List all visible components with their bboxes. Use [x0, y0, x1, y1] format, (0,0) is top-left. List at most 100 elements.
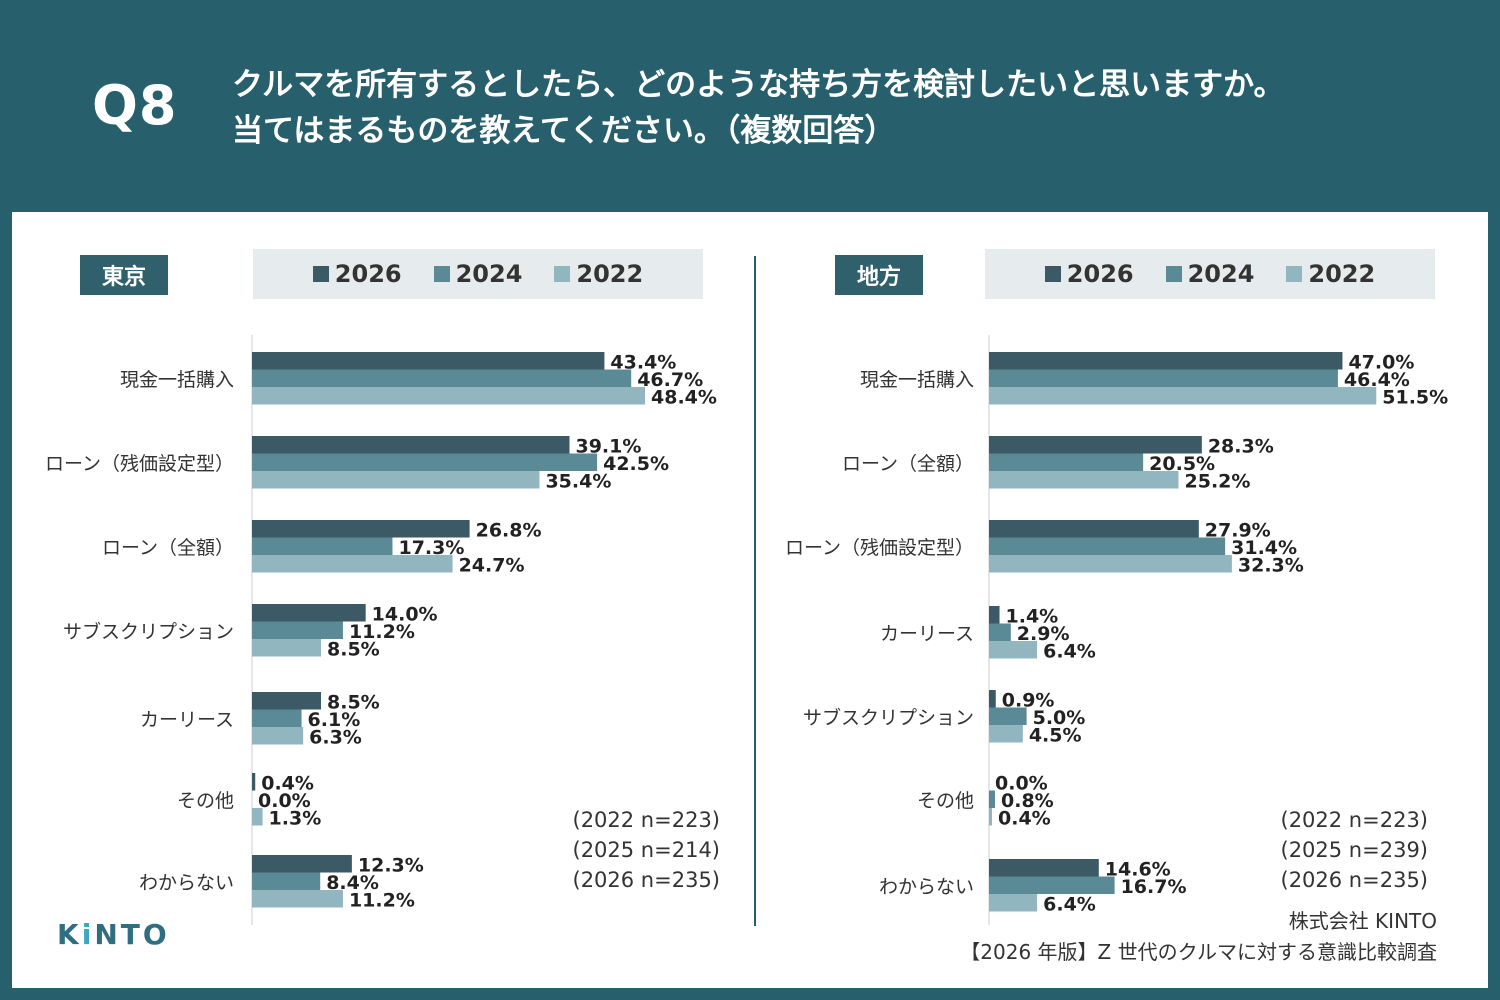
- credit: 株式会社 KINTO 【2026 年版】Z 世代のクルマに対する意識比較調査: [960, 906, 1437, 968]
- data-label: 31.4%: [1231, 537, 1297, 559]
- data-label: 4.5%: [1029, 725, 1082, 747]
- category-label: ローン（残価設定型）: [785, 537, 974, 559]
- survey-title: 【2026 年版】Z 世代のクルマに対する意識比較調査: [960, 940, 1437, 964]
- legend-item-2026: 2026: [1044, 260, 1134, 288]
- data-label: 8.5%: [327, 692, 380, 714]
- category-label: サブスクリプション: [63, 620, 234, 643]
- bar-2024: [252, 453, 598, 471]
- data-label: 0.8%: [1001, 790, 1054, 812]
- bar-2022: [989, 808, 993, 826]
- bar-2024: [989, 876, 1115, 894]
- data-label: 27.9%: [1205, 520, 1271, 542]
- legend-item-2024: 2024: [1165, 260, 1254, 288]
- bar-2026: [989, 520, 1199, 538]
- bar-2026: [252, 773, 256, 791]
- legend-regional: 2026 2024 2022: [985, 249, 1435, 299]
- data-label: 43.4%: [610, 352, 676, 374]
- bar-2026: [252, 855, 352, 873]
- bar-2024: [252, 537, 393, 555]
- data-label: 17.3%: [398, 537, 464, 559]
- data-label: 26.8%: [476, 520, 542, 542]
- data-label: 51.5%: [1382, 387, 1448, 409]
- legend-item-2024: 2024: [433, 260, 522, 288]
- bar-2026: [989, 436, 1202, 454]
- panel-divider: [754, 256, 756, 926]
- bar-2022: [989, 725, 1023, 743]
- bar-2024: [989, 707, 1027, 725]
- category-label: その他: [177, 790, 234, 812]
- bar-2024: [989, 453, 1144, 471]
- sample-note: (2022 n=223): [572, 808, 721, 832]
- bar-2026: [252, 520, 470, 538]
- data-label: 46.7%: [637, 369, 703, 391]
- data-label: 8.4%: [326, 872, 379, 894]
- question-line-1: クルマを所有するとしたら、どのような持ち方を検討したいと思いますか。: [232, 67, 1285, 103]
- bar-2026: [989, 690, 996, 708]
- data-label: 25.2%: [1185, 471, 1251, 493]
- bar-2024: [989, 790, 996, 808]
- data-label: 0.4%: [998, 808, 1051, 830]
- data-label: 6.1%: [308, 709, 361, 731]
- legend-swatch-2024: [1165, 266, 1182, 282]
- category-label: カーリース: [140, 709, 234, 731]
- bar-2026: [252, 436, 570, 454]
- data-label: 24.7%: [459, 555, 525, 577]
- legend-swatch-2022: [1286, 266, 1303, 282]
- data-label: 12.3%: [358, 855, 424, 877]
- data-label: 0.0%: [995, 773, 1048, 795]
- bar-2022: [252, 727, 304, 745]
- bar-2022: [989, 471, 1179, 489]
- category-label: サブスクリプション: [803, 706, 974, 729]
- legend-swatch-2022: [554, 266, 571, 282]
- sample-note: (2025 n=214): [572, 838, 721, 862]
- data-label: 6.4%: [1043, 641, 1096, 663]
- region-tag-tokyo: 東京: [80, 255, 168, 295]
- data-label: 0.9%: [1002, 690, 1055, 712]
- legend-swatch-2024: [433, 266, 450, 282]
- legend-tokyo: 2026 2024 2022: [253, 249, 703, 299]
- sample-note: (2026 n=235): [572, 868, 721, 892]
- question-line-2: 当てはまるものを教えてください。（複数回答）: [232, 113, 896, 149]
- category-label: ローン（全額）: [102, 537, 234, 559]
- bar-2022: [252, 555, 453, 573]
- region-tag-regional: 地方: [835, 255, 923, 295]
- bar-2024: [989, 369, 1338, 387]
- bar-2022: [989, 387, 1377, 405]
- bar-2026: [252, 352, 605, 370]
- bar-2022: [252, 890, 343, 908]
- bar-2026: [989, 606, 1000, 624]
- bar-2024: [252, 369, 632, 387]
- data-label: 2.9%: [1017, 623, 1070, 645]
- legend-item-2022: 2022: [554, 260, 643, 288]
- sample-note: (2026 n=235): [1280, 868, 1429, 892]
- bar-2024: [252, 872, 321, 890]
- data-label: 8.5%: [327, 639, 380, 661]
- data-label: 47.0%: [1348, 352, 1414, 374]
- category-label: 現金一括購入: [860, 369, 974, 391]
- data-label: 14.6%: [1105, 859, 1171, 881]
- bar-2022: [252, 387, 646, 405]
- bar-2024: [252, 709, 302, 727]
- data-label: 20.5%: [1149, 453, 1215, 475]
- bar-2024: [989, 623, 1011, 641]
- data-label: 0.0%: [258, 790, 311, 812]
- category-label: わからない: [139, 872, 234, 894]
- data-label: 28.3%: [1208, 436, 1274, 458]
- sample-note: (2025 n=239): [1280, 838, 1429, 862]
- category-label: 現金一括購入: [120, 369, 234, 391]
- bar-2022: [252, 471, 540, 489]
- data-label: 48.4%: [651, 387, 717, 409]
- category-label: ローン（全額）: [842, 453, 974, 475]
- legend-item-2026: 2026: [312, 260, 402, 288]
- category-label: わからない: [879, 876, 974, 898]
- data-label: 32.3%: [1238, 555, 1304, 577]
- bar-2026: [989, 352, 1343, 370]
- data-label: 35.4%: [545, 471, 611, 493]
- bar-2022: [252, 639, 322, 657]
- data-label: 16.7%: [1121, 876, 1187, 898]
- category-label: カーリース: [880, 623, 974, 645]
- legend-swatch-2026: [1044, 266, 1061, 282]
- category-label: ローン（残価設定型）: [45, 453, 234, 475]
- bar-2024: [989, 537, 1226, 555]
